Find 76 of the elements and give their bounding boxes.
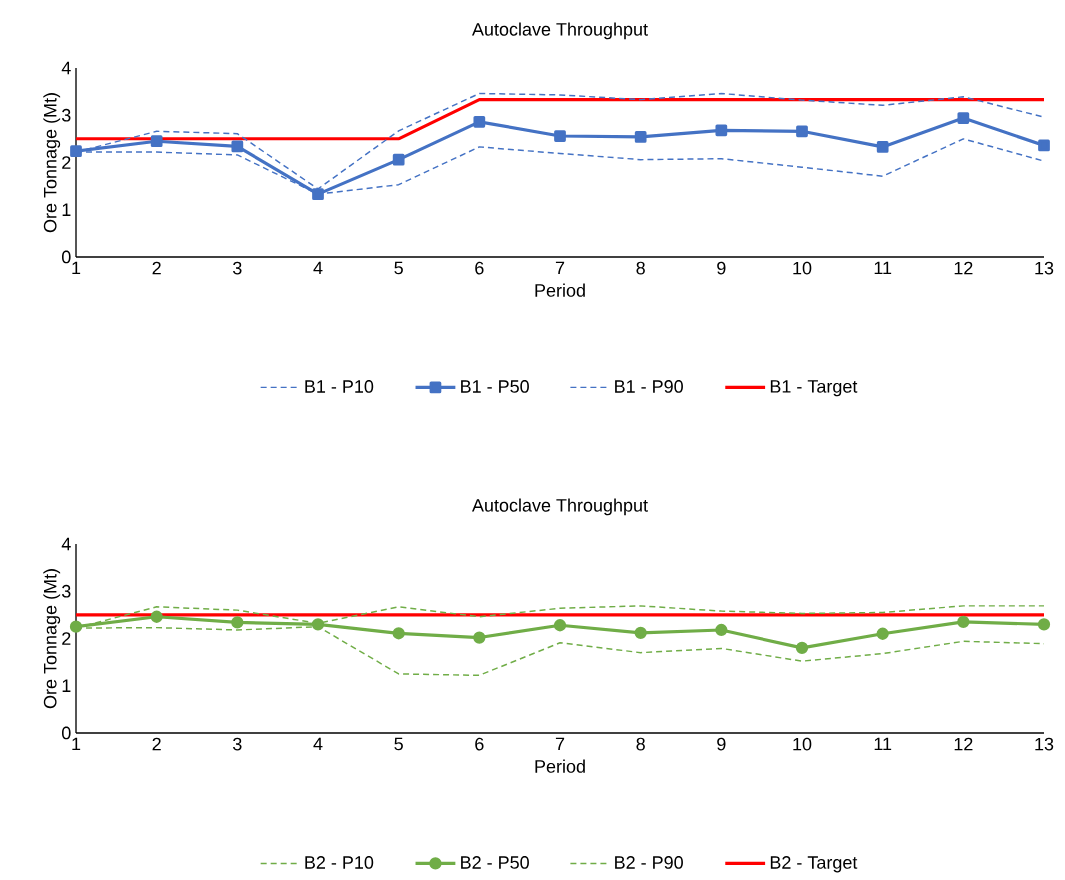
legend-label: B2 - P90 [615, 856, 683, 869]
x-tick-label: 11 [874, 261, 892, 275]
legend-label: B1 - P90 [615, 380, 683, 393]
x-tick-label: 12 [954, 737, 973, 751]
point [1038, 139, 1050, 152]
chart-title: Autoclave Throughput [471, 22, 648, 40]
point [150, 610, 163, 623]
x-tick-label: 10 [793, 737, 812, 751]
point [957, 615, 970, 629]
x-tick-label: 9 [717, 261, 726, 275]
y-tick-label: 1 [62, 203, 71, 216]
y-tick-label: 2 [62, 156, 71, 169]
x-tick-label: 5 [394, 261, 403, 275]
y-axis-title: Ore Tonnage (Mt) [43, 93, 61, 233]
point [553, 619, 567, 632]
legend-label: B1 - Target [770, 380, 858, 397]
x-tick-label: 9 [717, 737, 726, 751]
point [70, 145, 82, 158]
legend-label: B2 - Target [770, 856, 858, 873]
point [311, 618, 325, 631]
point [795, 641, 809, 655]
point [473, 631, 486, 644]
point [312, 188, 324, 201]
point [876, 627, 889, 640]
x-tick-label: 3 [233, 737, 242, 751]
chart-title: Autoclave Throughput [471, 498, 648, 516]
x-tick-label: 7 [555, 261, 565, 275]
x-tick-label: 2 [152, 261, 161, 275]
x-tick-label: 13 [1035, 261, 1054, 275]
x-axis-title: Period [535, 283, 585, 297]
x-tick-label: 7 [555, 737, 565, 751]
y-tick-label: 0 [61, 250, 71, 264]
point [231, 616, 244, 629]
x-tick-label: 8 [636, 737, 645, 751]
point [796, 125, 808, 138]
x-tick-label: 4 [313, 261, 323, 275]
point [392, 627, 405, 640]
x-tick-label: 13 [1035, 737, 1054, 751]
x-tick-label: 2 [152, 737, 161, 751]
point [392, 153, 405, 166]
point [876, 141, 889, 153]
legend-label: B2 - P50 [461, 856, 529, 869]
x-tick-label: 1 [72, 261, 81, 275]
x-tick-label: 11 [874, 737, 892, 751]
y-tick-label: 1 [62, 679, 71, 692]
y-tick-label: 3 [61, 584, 71, 598]
x-tick-label: 1 [72, 737, 81, 751]
x-tick-label: 5 [394, 737, 403, 751]
point [231, 140, 244, 153]
point [473, 115, 486, 128]
x-tick-label: 6 [475, 261, 484, 275]
y-tick-label: 0 [61, 726, 71, 740]
legend-label: B1 - P50 [461, 380, 529, 393]
legend-label: B2 - P10 [305, 856, 374, 869]
x-tick-label: 10 [793, 261, 812, 275]
y-axis-title: Ore Tonnage (Mt) [43, 569, 61, 709]
y-tick-label: 2 [62, 632, 71, 645]
x-tick-label: 6 [475, 737, 484, 751]
x-axis-title: Period [535, 759, 585, 773]
point [1037, 618, 1051, 631]
point [150, 135, 163, 148]
x-tick-label: 3 [233, 261, 242, 275]
point [634, 626, 647, 639]
y-tick-label: 4 [61, 537, 71, 551]
point [957, 112, 970, 124]
x-tick-label: 12 [954, 261, 973, 275]
y-tick-label: 3 [61, 108, 71, 122]
legend-label: B1 - P10 [305, 380, 374, 393]
point [715, 623, 728, 637]
point [715, 124, 728, 137]
y-tick-label: 4 [61, 61, 71, 75]
x-tick-label: 4 [313, 737, 323, 751]
point [69, 620, 83, 633]
x-tick-label: 8 [636, 261, 645, 275]
point [634, 131, 647, 143]
point [554, 130, 566, 142]
